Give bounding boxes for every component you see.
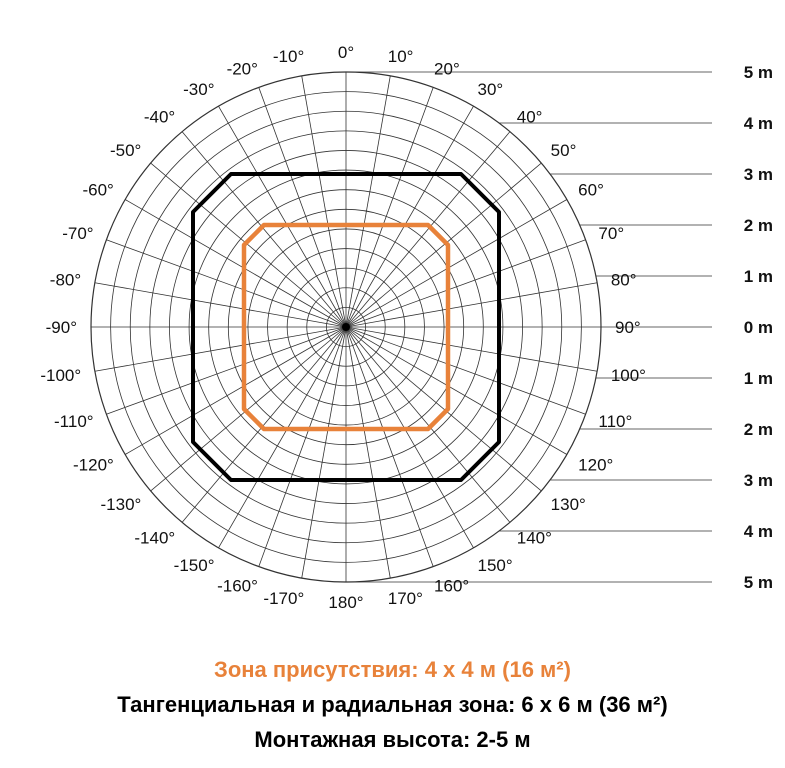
angle-label: -110° <box>54 412 94 431</box>
grid-spoke <box>345 282 598 328</box>
scale-label: 2 m <box>744 216 773 235</box>
grid-spoke <box>106 326 347 415</box>
angle-label: -70° <box>62 224 93 243</box>
angle-label: -150° <box>174 556 215 575</box>
angle-label: 100° <box>611 366 646 385</box>
angle-label: -140° <box>134 529 175 548</box>
angle-label: 130° <box>551 495 586 514</box>
angle-label: -160° <box>217 576 258 595</box>
scale-label: 3 m <box>744 165 773 184</box>
detection-zones <box>191 172 501 482</box>
scale-label: 4 m <box>744 522 773 541</box>
angle-label: 10° <box>388 47 414 66</box>
angle-label: -30° <box>183 80 214 99</box>
angle-label: 160° <box>434 576 469 595</box>
polar-detection-diagram: 5 m 4 m 3 m 2 m 1 m 0 m 1 m 2 m 3 m 4 m 5 m 0° 10° 2… <box>40 43 773 612</box>
grid-spoke <box>301 326 347 579</box>
angle-label: 90° <box>615 318 641 337</box>
grid-spoke <box>345 326 434 567</box>
polar-grid <box>90 71 602 583</box>
scale-label: 5 m <box>744 573 773 592</box>
grid-spoke <box>181 131 347 328</box>
scale-label: 4 m <box>744 114 773 133</box>
angle-label: 150° <box>478 556 513 575</box>
grid-spoke <box>345 199 568 328</box>
grid-spoke <box>345 326 568 455</box>
angle-label: 180° <box>328 593 363 612</box>
angle-label: -100° <box>40 366 81 385</box>
angle-label: 140° <box>517 529 552 548</box>
angle-label: 30° <box>478 80 504 99</box>
angle-label: -20° <box>227 60 258 79</box>
sensor-center <box>342 323 350 331</box>
angle-label: 20° <box>434 60 460 79</box>
presence-zone-outline <box>241 222 451 432</box>
grid-spoke <box>124 326 347 455</box>
grid-spoke <box>345 131 511 328</box>
grid-spoke <box>301 75 347 328</box>
grid-spoke <box>150 162 347 328</box>
grid-spoke <box>345 326 474 549</box>
scale-label: 5 m <box>744 63 773 82</box>
mounting-height-caption: Монтажная высота: 2-5 м <box>254 727 531 752</box>
angle-label: 60° <box>578 181 604 200</box>
angle-label: 70° <box>598 224 624 243</box>
scale-label: 1 m <box>744 369 773 388</box>
scale-label: 1 m <box>744 267 773 286</box>
grid-spoke <box>345 75 391 328</box>
grid-spoke <box>345 326 598 372</box>
angle-label: 0° <box>338 43 354 62</box>
grid-spoke <box>150 326 347 492</box>
angle-label: -80° <box>50 270 81 289</box>
angle-label: -120° <box>73 456 114 475</box>
scale-label: 3 m <box>744 471 773 490</box>
grid-spoke <box>345 87 434 328</box>
grid-spoke <box>345 326 391 579</box>
grid-spoke <box>124 199 347 328</box>
grid-spoke <box>345 105 474 328</box>
grid-spoke <box>258 326 347 567</box>
presence-zone-caption: Зона присутствия: 4 x 4 м (16 м²) <box>214 657 571 682</box>
grid-spoke <box>258 87 347 328</box>
tangential-radial-zone-outline <box>191 172 501 482</box>
angle-label: 80° <box>611 270 637 289</box>
grid-spoke <box>181 326 347 523</box>
grid-spoke <box>94 282 347 328</box>
scale-label: 0 m <box>744 318 773 337</box>
grid-spoke <box>106 239 347 328</box>
angle-label: -130° <box>101 495 142 514</box>
angle-label: 50° <box>551 141 577 160</box>
grid-spoke <box>218 326 347 549</box>
angle-label: 40° <box>517 107 543 126</box>
grid-spoke <box>345 239 586 328</box>
angle-label: -90° <box>46 318 77 337</box>
grid-spoke <box>345 162 542 328</box>
scale-label: 2 m <box>744 420 773 439</box>
angle-labels: 0° 10° 20° 30° 40° 50° 60° 70° 80° 90° 100° 110° 120… <box>40 43 646 612</box>
angle-label: -10° <box>273 47 304 66</box>
grid-spoke <box>345 326 511 523</box>
angle-label: -170° <box>263 589 304 608</box>
angle-label: 170° <box>388 589 423 608</box>
angle-label: -60° <box>82 181 113 200</box>
grid-spoke <box>94 326 347 372</box>
tangential-zone-caption: Тангенциальная и радиальная зона: 6 x 6 … <box>117 692 668 717</box>
distance-scale: 5 m 4 m 3 m 2 m 1 m 0 m 1 m 2 m 3 m 4 m 5 m <box>346 63 773 592</box>
grid-spoke <box>218 105 347 328</box>
angle-label: 110° <box>598 412 632 431</box>
grid-spoke <box>345 326 586 415</box>
angle-label: 120° <box>578 456 613 475</box>
angle-label: -50° <box>110 141 141 160</box>
angle-label: -40° <box>144 107 175 126</box>
grid-spoke <box>345 326 542 492</box>
